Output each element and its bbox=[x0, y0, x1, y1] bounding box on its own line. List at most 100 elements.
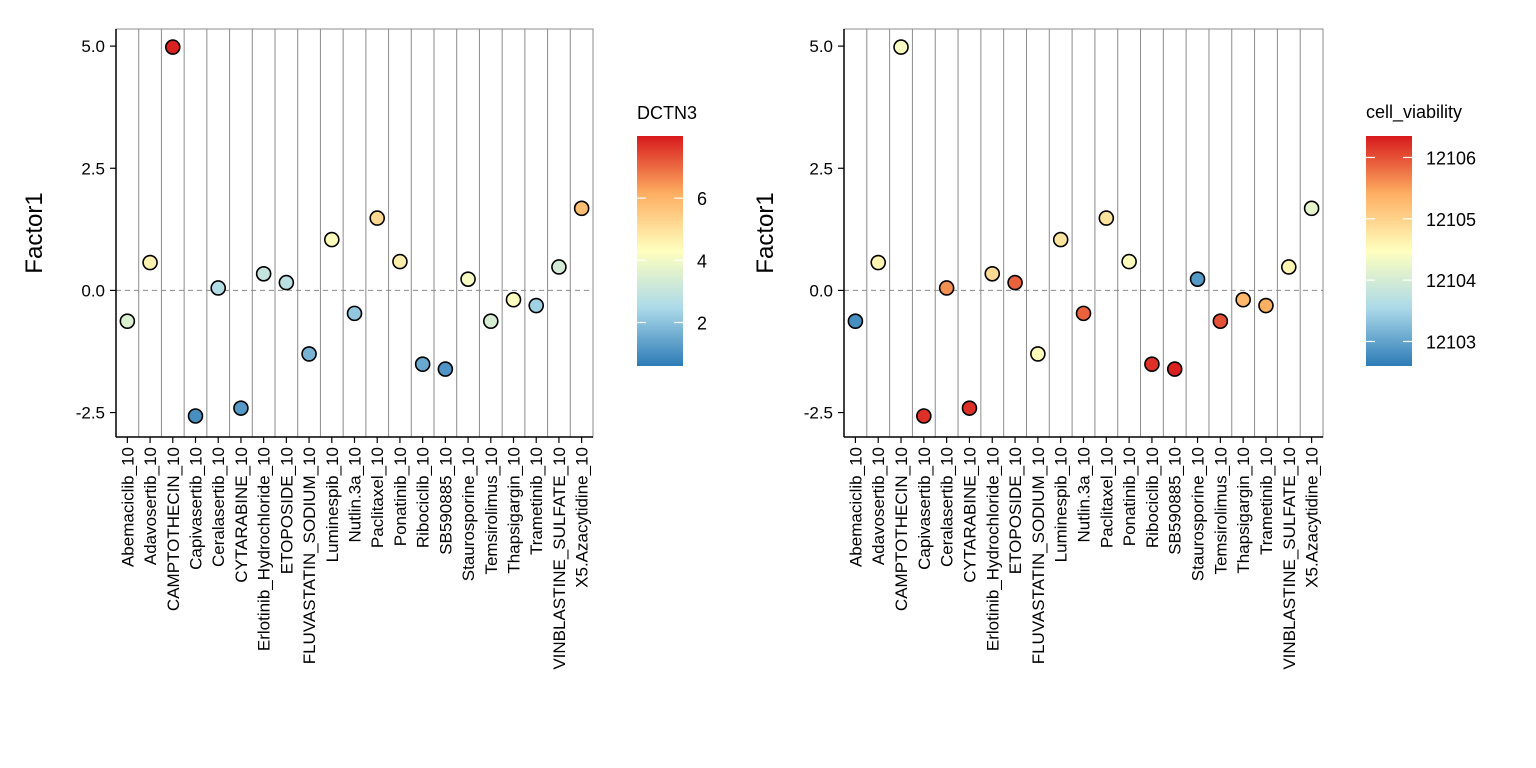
data-point bbox=[482, 313, 499, 329]
data-point bbox=[938, 280, 955, 296]
x-tick-label: Abemaciclib_10 bbox=[118, 447, 137, 567]
x-tick-label: CYTARABINE_10 bbox=[232, 447, 251, 583]
x-tick-label: Trametinib_10 bbox=[527, 447, 546, 555]
data-point bbox=[437, 361, 454, 377]
x-tick-label: Capivasertib_10 bbox=[187, 447, 206, 570]
data-point bbox=[505, 291, 522, 308]
data-point bbox=[301, 346, 317, 362]
x-tick-label: X5.Azacytidine_10 bbox=[573, 447, 592, 588]
data-point bbox=[1258, 297, 1274, 314]
data-point bbox=[1303, 200, 1320, 217]
data-point bbox=[961, 400, 978, 416]
data-point bbox=[984, 265, 1001, 282]
color-legend: DCTN3 2 4 6 bbox=[637, 103, 707, 366]
x-tick-label: SB590885_10 bbox=[1166, 447, 1185, 555]
x-tick-label: Paclitaxel_10 bbox=[368, 447, 387, 548]
data-point bbox=[460, 271, 476, 287]
x-tick-label: Erlotinib_Hydrochloride_10 bbox=[983, 447, 1002, 651]
data-point bbox=[1098, 210, 1115, 226]
data-point bbox=[414, 356, 431, 372]
y-tick-label: -2.5 bbox=[804, 404, 833, 423]
legend-label: 12105 bbox=[1426, 210, 1476, 230]
chart-panel-2: -2.5 0.0 2.5 5.0 Abemaciclib_10 Adavosertib_1… bbox=[752, 28, 1476, 670]
data-point bbox=[1166, 361, 1183, 377]
data-point bbox=[392, 253, 408, 270]
data-point bbox=[1280, 259, 1297, 275]
x-tick-label: FLUVASTATIN_SODIUM_10 bbox=[1029, 447, 1048, 664]
x-tick-label: Staurosporine_10 bbox=[459, 447, 478, 581]
legend-label: 12104 bbox=[1426, 271, 1476, 291]
legend-label: 12103 bbox=[1426, 332, 1476, 352]
data-point bbox=[233, 400, 249, 416]
data-point bbox=[1075, 305, 1092, 322]
y-tick-label: 0.0 bbox=[809, 281, 833, 300]
y-axis-title: Factor1 bbox=[752, 192, 779, 273]
y-tick-label: 0.0 bbox=[81, 281, 105, 300]
x-tick-label: X5.Azacytidine_10 bbox=[1303, 447, 1322, 588]
x-tick-label: Ponatinib_10 bbox=[1120, 447, 1139, 546]
x-tick-label: CAMPTOTHECIN_10 bbox=[892, 447, 911, 611]
chart-panel-1: -2.5 0.0 2.5 5.0 Abemaciclib_10 Adavosertib_1… bbox=[21, 28, 707, 670]
legend-colorbar bbox=[1366, 136, 1412, 366]
x-tick-label: Paclitaxel_10 bbox=[1097, 447, 1116, 548]
data-point bbox=[1235, 291, 1251, 308]
x-tick-label: Capivasertib_10 bbox=[915, 447, 934, 570]
x-tick-label: VINBLASTINE_SULFATE_10 bbox=[550, 447, 569, 670]
x-tick-label: Trametinib_10 bbox=[1257, 447, 1276, 555]
x-tick-label: ETOPOSIDE_10 bbox=[1006, 447, 1025, 574]
x-tick-label: Abemaciclib_10 bbox=[846, 447, 865, 567]
data-point bbox=[369, 210, 386, 226]
y-tick-label: -2.5 bbox=[76, 404, 105, 423]
legend-label: 2 bbox=[697, 313, 707, 333]
data-point bbox=[916, 408, 932, 424]
data-point bbox=[893, 39, 909, 55]
data-point bbox=[573, 200, 590, 217]
data-point bbox=[1144, 356, 1160, 372]
x-tick-label: SB590885_10 bbox=[436, 447, 455, 555]
data-point bbox=[870, 254, 887, 271]
x-tick-label: CYTARABINE_10 bbox=[960, 447, 979, 583]
x-tick-label: Staurosporine_10 bbox=[1189, 447, 1208, 581]
data-point bbox=[119, 313, 136, 329]
legend-label: 6 bbox=[697, 189, 707, 209]
y-tick-label: 5.0 bbox=[809, 37, 833, 56]
data-point bbox=[164, 39, 181, 55]
x-tick-label: VINBLASTINE_SULFATE_10 bbox=[1280, 447, 1299, 670]
x-tick-label: Thapsigargin_10 bbox=[505, 447, 524, 574]
x-tick-label: Erlotinib_Hydrochloride_10 bbox=[255, 447, 274, 651]
data-point bbox=[847, 313, 864, 329]
x-tick-label: Ponatinib_10 bbox=[391, 447, 410, 546]
data-point bbox=[551, 259, 567, 275]
x-tick-label: Temsirolimus_10 bbox=[1211, 447, 1230, 575]
data-point bbox=[1052, 231, 1069, 248]
x-tick-label: Adavosertib_10 bbox=[869, 447, 888, 565]
y-tick-label: 5.0 bbox=[81, 37, 105, 56]
plot-border bbox=[843, 28, 1324, 438]
x-tick-label: FLUVASTATIN_SODIUM_10 bbox=[300, 447, 319, 664]
data-point bbox=[187, 408, 204, 424]
legend-colorbar bbox=[637, 136, 683, 366]
x-tick-label: Adavosertib_10 bbox=[141, 447, 160, 565]
legend-label: 4 bbox=[697, 251, 707, 271]
x-tick-label: Luminespib_10 bbox=[323, 447, 342, 562]
x-tick-label: Ceralasertib_10 bbox=[938, 447, 957, 567]
data-point bbox=[1030, 346, 1046, 362]
x-tick-label: Nutlin.3a_10 bbox=[1075, 447, 1094, 542]
x-tick-label: Thapsigargin_10 bbox=[1234, 447, 1253, 574]
data-point bbox=[323, 231, 340, 248]
x-tick-label: ETOPOSIDE_10 bbox=[277, 447, 296, 574]
x-tick-label: Ceralasertib_10 bbox=[209, 447, 228, 567]
data-point bbox=[255, 265, 272, 282]
x-tick-label: Luminespib_10 bbox=[1052, 447, 1071, 562]
plot-border bbox=[115, 28, 594, 438]
data-point bbox=[1121, 253, 1137, 270]
x-tick-label: Ribociclib_10 bbox=[1143, 447, 1162, 548]
y-tick-label: 2.5 bbox=[809, 159, 833, 178]
legend-title: cell_viability bbox=[1366, 102, 1462, 123]
data-point bbox=[346, 305, 363, 322]
data-point bbox=[1212, 313, 1229, 329]
legend-label: 12106 bbox=[1426, 148, 1476, 168]
y-tick-label: 2.5 bbox=[81, 159, 105, 178]
data-point bbox=[278, 274, 295, 291]
